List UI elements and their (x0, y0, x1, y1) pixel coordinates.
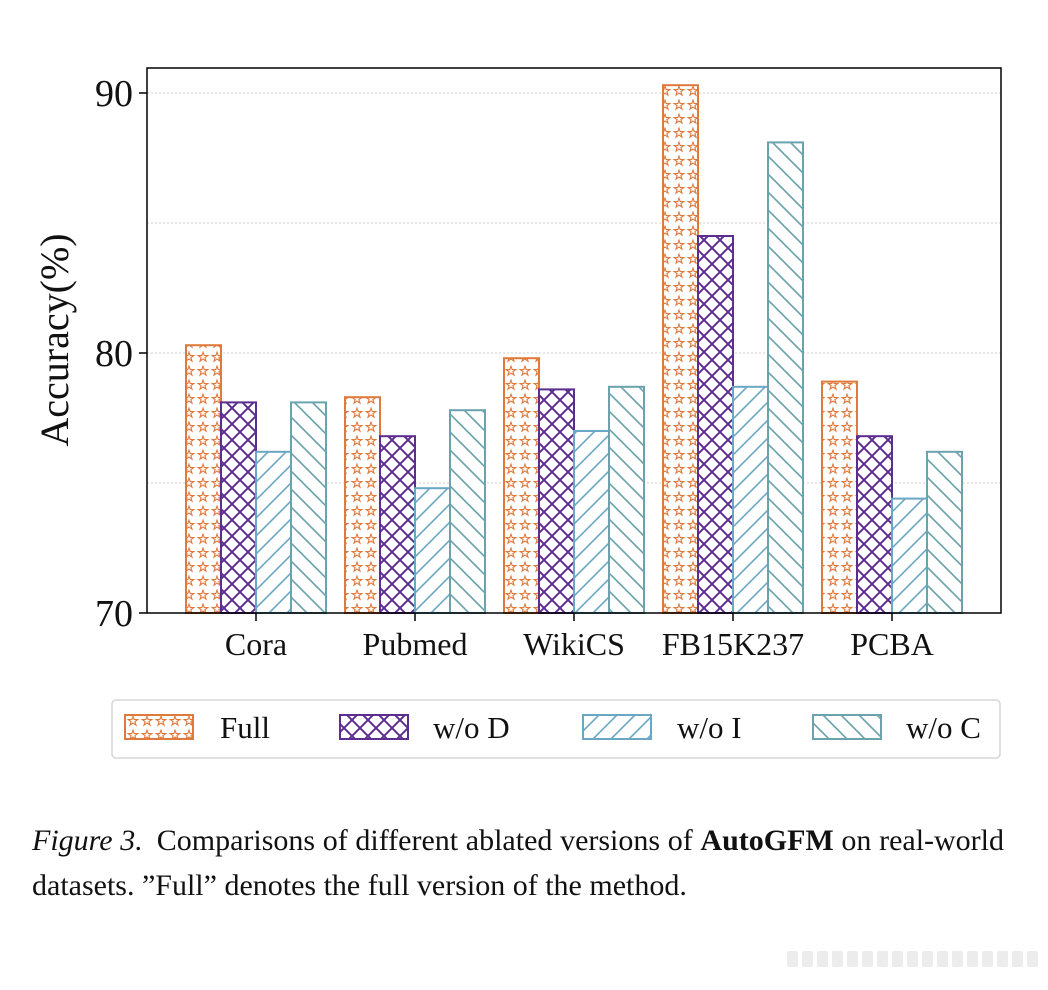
bars (185, 84, 963, 615)
bar-wikics-w-o-d (538, 388, 575, 614)
legend-swatch (812, 714, 882, 740)
x-tick-label: Pubmed (363, 626, 468, 662)
legend-label: w/o D (433, 710, 510, 745)
y-tick-label: 70 (95, 593, 133, 635)
legend-label: w/o C (906, 710, 981, 745)
bar-pubmed-full (344, 396, 381, 615)
caption-bold-term: AutoGFM (700, 824, 834, 857)
legend-swatch (124, 714, 194, 740)
bar-chart: 70 80 90 Cora Pubmed WikiCS FB15K237 PCBA Accu… (32, 67, 1002, 759)
x-axis: Cora Pubmed WikiCS FB15K237 PCBA (225, 613, 934, 662)
bar-fb15k237-w-o-d (697, 235, 734, 614)
x-tick-label: FB15K237 (662, 626, 804, 662)
legend-swatch (339, 714, 409, 740)
legend-frame (111, 699, 1001, 759)
legend-swatch (582, 714, 652, 740)
bar-cora-w-o-i (255, 450, 292, 614)
watermark (783, 951, 1038, 972)
bar-wikics-w-o-c (608, 385, 645, 614)
caption-text: Comparisons of different ablated version… (156, 824, 701, 857)
x-tick-label: WikiCS (523, 626, 625, 662)
bar-fb15k237-full (662, 84, 699, 614)
legend: Full w/o D w/o I w/o C (111, 699, 1001, 759)
figure-label: Figure 3. (32, 824, 143, 857)
x-tick-label: Cora (225, 626, 287, 662)
y-axis: 70 80 90 (95, 73, 147, 635)
bar-pcba-w-o-c (926, 450, 963, 614)
bar-cora-w-o-c (290, 401, 327, 614)
bar-pubmed-w-o-c (449, 409, 486, 615)
y-axis-label: Accuracy(%) (32, 233, 77, 446)
legend-label: Full (220, 710, 270, 745)
caption-text-rest: on real-world datasets. ”Full” denotes t… (32, 824, 1005, 902)
bar-pcba-full (821, 380, 858, 614)
bar-wikics-full (503, 357, 540, 615)
bar-pubmed-w-o-i (414, 487, 451, 615)
bar-cora-full (185, 344, 222, 614)
y-tick-label: 90 (95, 73, 133, 115)
bar-fb15k237-w-o-i (732, 385, 769, 614)
bar-pubmed-w-o-d (379, 435, 416, 615)
bar-fb15k237-w-o-c (767, 141, 804, 614)
x-tick-label: PCBA (850, 626, 934, 662)
bar-cora-w-o-d (220, 401, 257, 614)
legend-label: w/o I (677, 710, 742, 745)
y-tick-label: 80 (95, 333, 133, 375)
figure-caption: Figure 3. Comparisons of different ablate… (32, 818, 1004, 908)
bar-wikics-w-o-i (573, 430, 610, 614)
bar-pcba-w-o-i (891, 497, 928, 615)
bar-pcba-w-o-d (856, 435, 893, 615)
